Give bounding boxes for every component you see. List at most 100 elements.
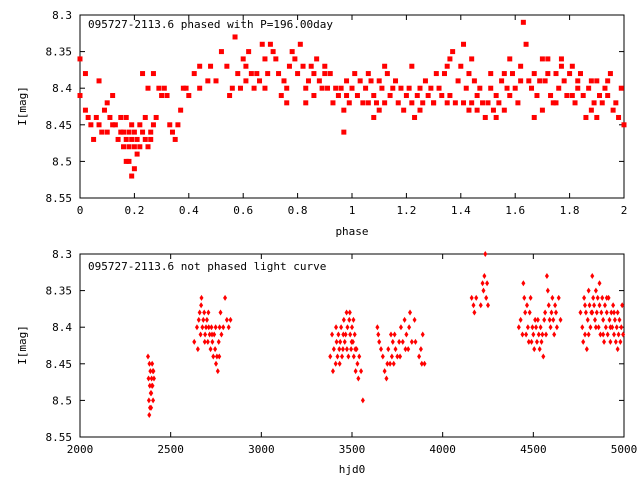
unphased-data-point bbox=[330, 331, 335, 338]
unphased-y-tick-label: 8.45 bbox=[46, 358, 73, 371]
unphased-data-point bbox=[612, 309, 617, 316]
phased-data-point bbox=[477, 85, 483, 91]
unphased-data-point bbox=[580, 324, 585, 331]
phased-data-point bbox=[526, 78, 532, 84]
unphased-data-point bbox=[581, 338, 586, 345]
phased-data-point bbox=[621, 122, 627, 128]
phased-x-axis: 0 0.2 0.4 0.6 0.8 1 1.2 1.4 1.6 1.8 2 bbox=[77, 15, 627, 217]
unphased-data-point bbox=[521, 280, 526, 287]
unphased-data-point bbox=[609, 309, 614, 316]
phased-data-point bbox=[458, 63, 464, 69]
phased-data-point bbox=[561, 78, 567, 84]
unphased-light-curve-chart: 2000 2500 3000 3500 4000 4500 5000 8.38.358.48… bbox=[16, 248, 637, 476]
phased-data-point bbox=[422, 78, 428, 84]
unphased-data-point bbox=[349, 338, 354, 345]
unphased-data-point bbox=[546, 302, 551, 309]
unphased-data-point bbox=[209, 324, 214, 331]
phased-data-point bbox=[243, 78, 249, 84]
unphased-data-point bbox=[196, 316, 201, 323]
unphased-chart-title: 095727-2113.6 not phased light curve bbox=[88, 260, 326, 273]
phased-data-point bbox=[539, 56, 545, 62]
unphased-data-point bbox=[529, 338, 534, 345]
phased-x-tick-label: 0 bbox=[77, 204, 84, 217]
unphased-data-point bbox=[614, 324, 619, 331]
phased-data-point bbox=[121, 144, 127, 150]
unphased-data-point bbox=[534, 324, 539, 331]
phased-data-point bbox=[169, 129, 175, 135]
unphased-data-point bbox=[376, 331, 381, 338]
phased-data-point bbox=[145, 144, 151, 150]
phased-data-point bbox=[205, 78, 211, 84]
unphased-data-point bbox=[344, 309, 349, 316]
phased-x-tick-label: 0.2 bbox=[124, 204, 144, 217]
unphased-data-point bbox=[195, 346, 200, 353]
phased-data-point bbox=[137, 122, 143, 128]
phased-data-point bbox=[148, 136, 154, 142]
phased-data-point bbox=[145, 85, 151, 91]
unphased-data-point bbox=[348, 331, 353, 338]
phased-data-point bbox=[314, 56, 320, 62]
phased-data-point bbox=[101, 107, 107, 113]
unphased-data-point bbox=[480, 280, 485, 287]
phased-data-point bbox=[488, 71, 494, 77]
unphased-x-tick-label: 2000 bbox=[67, 443, 94, 456]
unphased-data-point bbox=[148, 368, 153, 375]
phased-data-point bbox=[542, 78, 548, 84]
phased-data-point bbox=[243, 63, 249, 69]
phased-data-point bbox=[150, 122, 156, 128]
unphased-data-point bbox=[345, 324, 350, 331]
unphased-data-point bbox=[607, 316, 612, 323]
phased-data-point bbox=[118, 129, 124, 135]
unphased-data-point bbox=[151, 375, 156, 382]
phased-data-point bbox=[558, 63, 564, 69]
phased-data-point bbox=[401, 107, 407, 113]
unphased-data-point bbox=[587, 302, 592, 309]
unphased-data-point bbox=[202, 338, 207, 345]
phased-data-point bbox=[485, 100, 491, 106]
phased-data-point bbox=[167, 122, 173, 128]
unphased-data-point bbox=[484, 294, 489, 301]
unphased-data-point bbox=[351, 316, 356, 323]
phased-data-point bbox=[382, 100, 388, 106]
phased-data-point bbox=[490, 107, 496, 113]
phased-data-point bbox=[77, 56, 83, 62]
unphased-data-point bbox=[397, 338, 402, 345]
phased-y-axis: 8.3 8.35 8.4 8.45 8.5 8.55 bbox=[46, 9, 624, 205]
phased-data-point bbox=[349, 85, 355, 91]
phased-data-point bbox=[91, 136, 97, 142]
unphased-data-point bbox=[602, 338, 607, 345]
unphased-data-point bbox=[613, 338, 618, 345]
phased-data-point bbox=[496, 100, 502, 106]
phased-data-point bbox=[488, 85, 494, 91]
unphased-data-point bbox=[407, 324, 412, 331]
phased-data-point bbox=[164, 93, 170, 99]
phased-data-point bbox=[553, 71, 559, 77]
phased-data-point bbox=[406, 85, 412, 91]
unphased-data-point bbox=[395, 353, 400, 360]
phased-data-point bbox=[319, 85, 325, 91]
unphased-data-point bbox=[604, 309, 609, 316]
unphased-data-point bbox=[216, 338, 221, 345]
phased-data-point bbox=[605, 93, 611, 99]
unphased-data-point bbox=[593, 324, 598, 331]
phased-data-point bbox=[537, 78, 543, 84]
phased-data-point bbox=[425, 93, 431, 99]
unphased-data-point bbox=[356, 375, 361, 382]
phased-data-point bbox=[96, 78, 102, 84]
phased-data-point bbox=[610, 107, 616, 113]
phased-data-point bbox=[436, 85, 442, 91]
phased-data-point bbox=[409, 100, 415, 106]
unphased-data-point bbox=[333, 360, 338, 367]
unphased-data-point bbox=[597, 302, 602, 309]
unphased-data-point bbox=[389, 353, 394, 360]
phased-data-point bbox=[365, 71, 371, 77]
phased-data-point bbox=[499, 78, 505, 84]
phased-data-point bbox=[548, 93, 554, 99]
unphased-data-point bbox=[379, 346, 384, 353]
phased-data-point bbox=[501, 107, 507, 113]
unphased-data-point bbox=[335, 353, 340, 360]
unphased-data-point bbox=[539, 338, 544, 345]
phased-data-point bbox=[270, 49, 276, 55]
unphased-data-point bbox=[341, 316, 346, 323]
phased-data-point bbox=[346, 100, 352, 106]
